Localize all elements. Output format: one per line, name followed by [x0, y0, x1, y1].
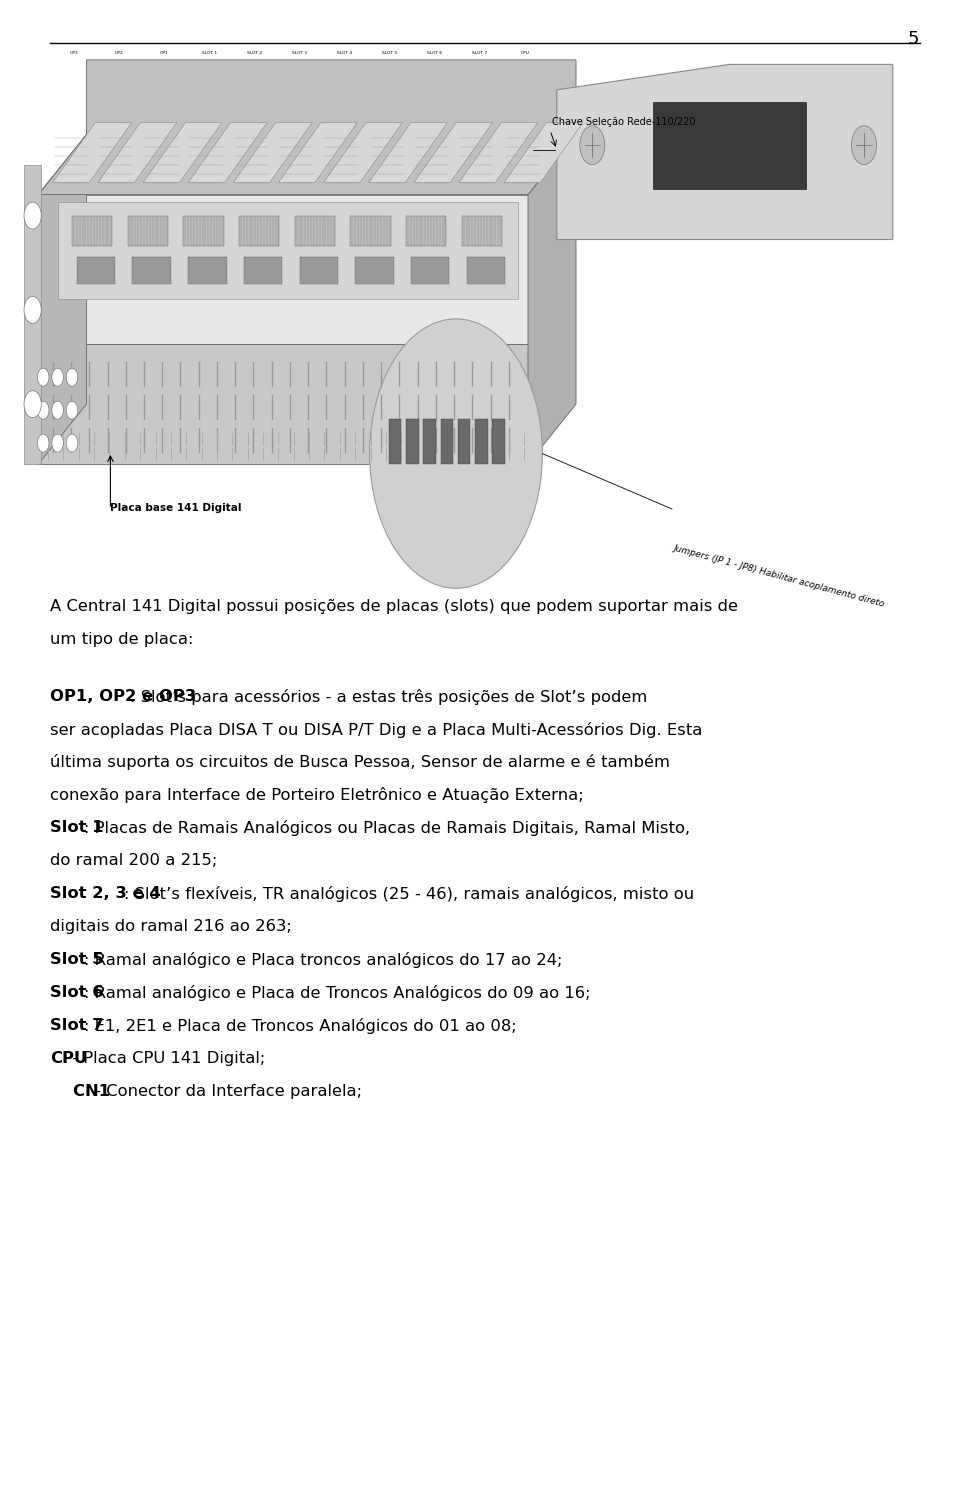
- Polygon shape: [38, 135, 576, 195]
- Circle shape: [37, 368, 49, 386]
- Text: ser acopladas Placa DISA T ou DISA P/T Dig e a Placa Multi-Acessórios Dig. Esta: ser acopladas Placa DISA T ou DISA P/T D…: [50, 722, 703, 738]
- Text: CPU: CPU: [50, 1051, 87, 1066]
- Circle shape: [66, 401, 78, 419]
- Bar: [355, 257, 394, 284]
- Circle shape: [580, 126, 605, 165]
- Text: SLOT 3: SLOT 3: [292, 51, 307, 55]
- Circle shape: [52, 434, 63, 452]
- Bar: [441, 419, 453, 464]
- Text: Jumpers (JP 1 - JP8) Habilitar acoplamento direto: Jumpers (JP 1 - JP8) Habilitar acoplamen…: [672, 543, 885, 609]
- Bar: [300, 257, 338, 284]
- Circle shape: [24, 391, 41, 418]
- Polygon shape: [504, 123, 583, 183]
- Text: - Placa CPU 141 Digital;: - Placa CPU 141 Digital;: [67, 1051, 265, 1066]
- Text: : E1, 2E1 e Placa de Troncos Analógicos do 01 ao 08;: : E1, 2E1 e Placa de Troncos Analógicos …: [84, 1018, 516, 1034]
- Polygon shape: [369, 123, 447, 183]
- Text: OP1: OP1: [159, 51, 169, 55]
- Bar: [423, 419, 436, 464]
- Circle shape: [37, 401, 49, 419]
- Bar: [458, 419, 470, 464]
- Polygon shape: [38, 135, 86, 464]
- Text: última suporta os circuitos de Busca Pessoa, Sensor de alarme e é também: última suporta os circuitos de Busca Pes…: [50, 754, 670, 771]
- Text: Slot 2, 3 e 4: Slot 2, 3 e 4: [50, 886, 160, 901]
- Circle shape: [37, 434, 49, 452]
- Polygon shape: [38, 60, 576, 195]
- Text: Chave Seleção Rede-110/220: Chave Seleção Rede-110/220: [552, 117, 695, 127]
- Text: - Conector da Interface paralela;: - Conector da Interface paralela;: [90, 1084, 362, 1099]
- Text: SLOT 7: SLOT 7: [472, 51, 488, 55]
- Text: um tipo de placa:: um tipo de placa:: [50, 632, 193, 647]
- Text: : Placas de Ramais Analógicos ou Placas de Ramais Digitais, Ramal Misto,: : Placas de Ramais Analógicos ou Placas …: [84, 820, 690, 837]
- Text: CPU: CPU: [520, 51, 530, 55]
- Bar: [350, 216, 391, 246]
- Polygon shape: [38, 344, 528, 464]
- Bar: [244, 257, 282, 284]
- Polygon shape: [53, 123, 132, 183]
- Text: SLOT 2: SLOT 2: [247, 51, 262, 55]
- Text: 5: 5: [907, 30, 919, 48]
- Text: Placa base 141 Digital: Placa base 141 Digital: [110, 503, 242, 513]
- Bar: [132, 257, 171, 284]
- Text: Slot 5: Slot 5: [50, 952, 104, 967]
- Text: digitais do ramal 216 ao 263;: digitais do ramal 216 ao 263;: [50, 919, 292, 934]
- Text: OP3: OP3: [69, 51, 79, 55]
- Polygon shape: [324, 123, 402, 183]
- Text: Slot 7: Slot 7: [50, 1018, 104, 1033]
- Circle shape: [66, 434, 78, 452]
- Bar: [492, 419, 505, 464]
- Bar: [188, 257, 227, 284]
- Text: : Ramal analógico e Placa troncos analógicos do 17 ao 24;: : Ramal analógico e Placa troncos analóg…: [84, 952, 563, 969]
- Text: Slot 1: Slot 1: [50, 820, 104, 835]
- Bar: [653, 102, 806, 189]
- Polygon shape: [98, 123, 177, 183]
- Bar: [239, 216, 279, 246]
- Circle shape: [24, 296, 41, 323]
- Text: SLOT 6: SLOT 6: [427, 51, 443, 55]
- Bar: [462, 216, 502, 246]
- Polygon shape: [143, 123, 222, 183]
- Text: OP2: OP2: [114, 51, 124, 55]
- Text: : Slot’s flexíveis, TR analógicos (25 - 46), ramais analógicos, misto ou: : Slot’s flexíveis, TR analógicos (25 - …: [124, 886, 694, 903]
- Bar: [475, 419, 488, 464]
- Circle shape: [24, 202, 41, 229]
- Polygon shape: [528, 135, 576, 464]
- Text: OP1, OP2 e OP3: OP1, OP2 e OP3: [50, 689, 196, 704]
- Bar: [58, 202, 518, 299]
- Bar: [77, 257, 115, 284]
- Bar: [389, 419, 401, 464]
- Bar: [406, 419, 419, 464]
- Polygon shape: [233, 123, 312, 183]
- Text: Slot 6: Slot 6: [50, 985, 104, 1000]
- Circle shape: [66, 368, 78, 386]
- Text: conexão para Interface de Porteiro Eletrônico e Atuação Externa;: conexão para Interface de Porteiro Eletr…: [50, 787, 584, 804]
- Bar: [411, 257, 449, 284]
- Text: do ramal 200 a 215;: do ramal 200 a 215;: [50, 853, 217, 868]
- Bar: [406, 216, 446, 246]
- Text: SLOT 5: SLOT 5: [382, 51, 397, 55]
- Text: CN1: CN1: [50, 1084, 110, 1099]
- Bar: [72, 216, 112, 246]
- Text: A Central 141 Digital possui posições de placas (slots) que podem suportar mais : A Central 141 Digital possui posições de…: [50, 599, 738, 614]
- Bar: [295, 216, 335, 246]
- Polygon shape: [557, 64, 893, 240]
- Polygon shape: [278, 123, 357, 183]
- Text: : Ramal analógico e Placa de Troncos Analógicos do 09 ao 16;: : Ramal analógico e Placa de Troncos Ana…: [84, 985, 590, 1001]
- Bar: [24, 165, 41, 464]
- Polygon shape: [188, 123, 267, 183]
- Circle shape: [852, 126, 876, 165]
- Polygon shape: [459, 123, 538, 183]
- Bar: [128, 216, 168, 246]
- Bar: [183, 216, 224, 246]
- Polygon shape: [38, 195, 528, 344]
- Text: : Slot’s para acessórios - a estas três posições de Slot’s podem: : Slot’s para acessórios - a estas três …: [130, 689, 647, 705]
- Text: SLOT 4: SLOT 4: [337, 51, 352, 55]
- Bar: [467, 257, 505, 284]
- Circle shape: [52, 401, 63, 419]
- Circle shape: [52, 368, 63, 386]
- Polygon shape: [414, 123, 492, 183]
- Text: SLOT 1: SLOT 1: [202, 51, 217, 55]
- Circle shape: [370, 319, 542, 588]
